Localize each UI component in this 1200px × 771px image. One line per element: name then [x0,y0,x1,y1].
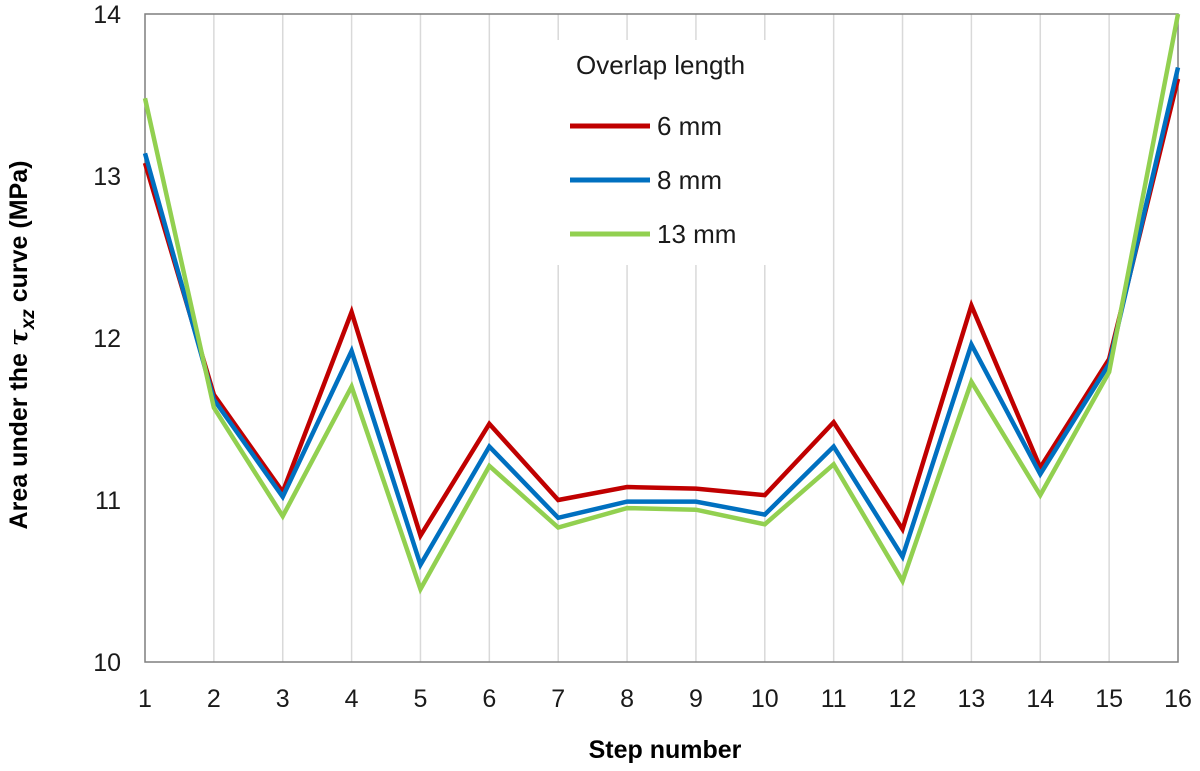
x-tick-label: 11 [821,685,847,713]
legend: Overlap length 6 mm 8 mm 13 mm [556,40,808,265]
legend-label: 8 mm [657,165,722,195]
legend-label: 6 mm [657,111,722,141]
y-axis-title-symbol: τ [4,329,33,346]
x-tick-label: 14 [1026,685,1054,713]
x-tick-label: 1 [138,685,152,713]
y-axis-title-suffix: curve (MPa) [5,161,33,310]
x-tick-label: 4 [345,685,359,713]
x-tick-label: 15 [1095,685,1123,713]
y-tick-label: 10 [93,649,121,677]
series-lines [142,13,1181,595]
legend-background [556,40,808,265]
x-tick-label: 6 [482,685,496,713]
y-tick-label: 11 [95,487,121,515]
y-tick-label: 12 [93,325,121,353]
x-tick-label: 3 [276,685,290,713]
series-line [142,78,1181,542]
x-tick-label: 5 [414,685,428,713]
x-tick-label: 7 [551,685,565,713]
x-tick-label: 8 [620,685,634,713]
x-tick-label: 2 [207,685,221,713]
x-tick-label: 9 [689,685,703,713]
y-tick-labels: 10 11 12 13 14 [93,1,121,677]
series-line [142,13,1181,595]
x-tick-label: 13 [957,685,985,713]
legend-label: 13 mm [657,219,736,249]
y-axis-title: Area under the τxz curve (MPa) [4,161,39,530]
series-line [142,66,1181,571]
x-tick-label: 10 [751,685,779,713]
x-axis-title: Step number [589,736,742,764]
y-axis-title-prefix: Area under the [5,346,33,529]
legend-entries: 6 mm 8 mm 13 mm [570,111,736,249]
x-tick-labels: 1 2 3 4 5 6 7 8 9 10 11 12 13 14 15 16 [138,685,1192,713]
plot-area [144,13,1179,663]
legend-title: Overlap length [576,50,745,80]
y-tick-label: 14 [93,1,121,29]
y-axis-title-subscript: xz [18,309,39,331]
y-tick-label: 13 [93,163,121,191]
x-tick-label: 16 [1164,685,1192,713]
x-tick-label: 12 [889,685,917,713]
